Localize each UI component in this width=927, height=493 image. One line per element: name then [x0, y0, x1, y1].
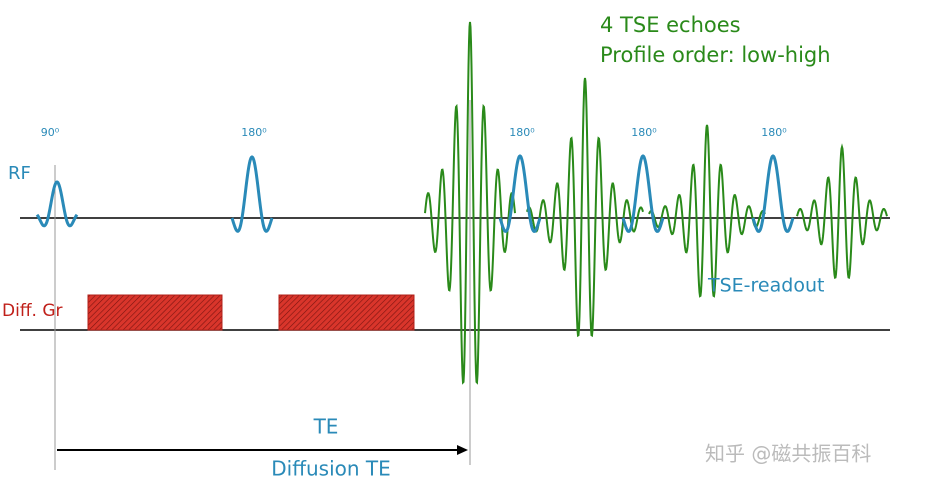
pulse-label: 180⁰: [509, 126, 535, 139]
diffusion-gradient: [278, 294, 415, 331]
arrow-head: [457, 445, 468, 455]
rf-pulse: [751, 154, 795, 233]
pulse-label: 180⁰: [241, 126, 267, 139]
echo-title: 4 TSE echoes: [600, 13, 741, 37]
rf-pulse: [498, 154, 542, 233]
rf-pulse: [621, 154, 665, 233]
diffusion-gradient: [87, 294, 223, 331]
echo: [648, 124, 766, 298]
readout-label: TSE-readout: [707, 275, 824, 297]
echo-subtitle: Profile order: low-high: [600, 43, 831, 67]
rf-label: RF: [8, 163, 31, 184]
rf-pulse: [230, 155, 274, 233]
gradient-label: Diff. Gr: [2, 301, 63, 321]
pulse-label: 180⁰: [761, 126, 787, 139]
echo: [424, 21, 516, 385]
rf-pulse: [35, 180, 79, 228]
pulse-label: 90⁰: [41, 126, 60, 139]
echo: [796, 143, 888, 279]
echo: [526, 77, 644, 338]
te-label: TE: [313, 415, 339, 439]
pulse-label: 180⁰: [631, 126, 657, 139]
waveforms: [35, 21, 888, 385]
diffusion-te-label: Diffusion TE: [271, 457, 391, 481]
watermark: 知乎 @磁共振百科: [705, 442, 871, 466]
